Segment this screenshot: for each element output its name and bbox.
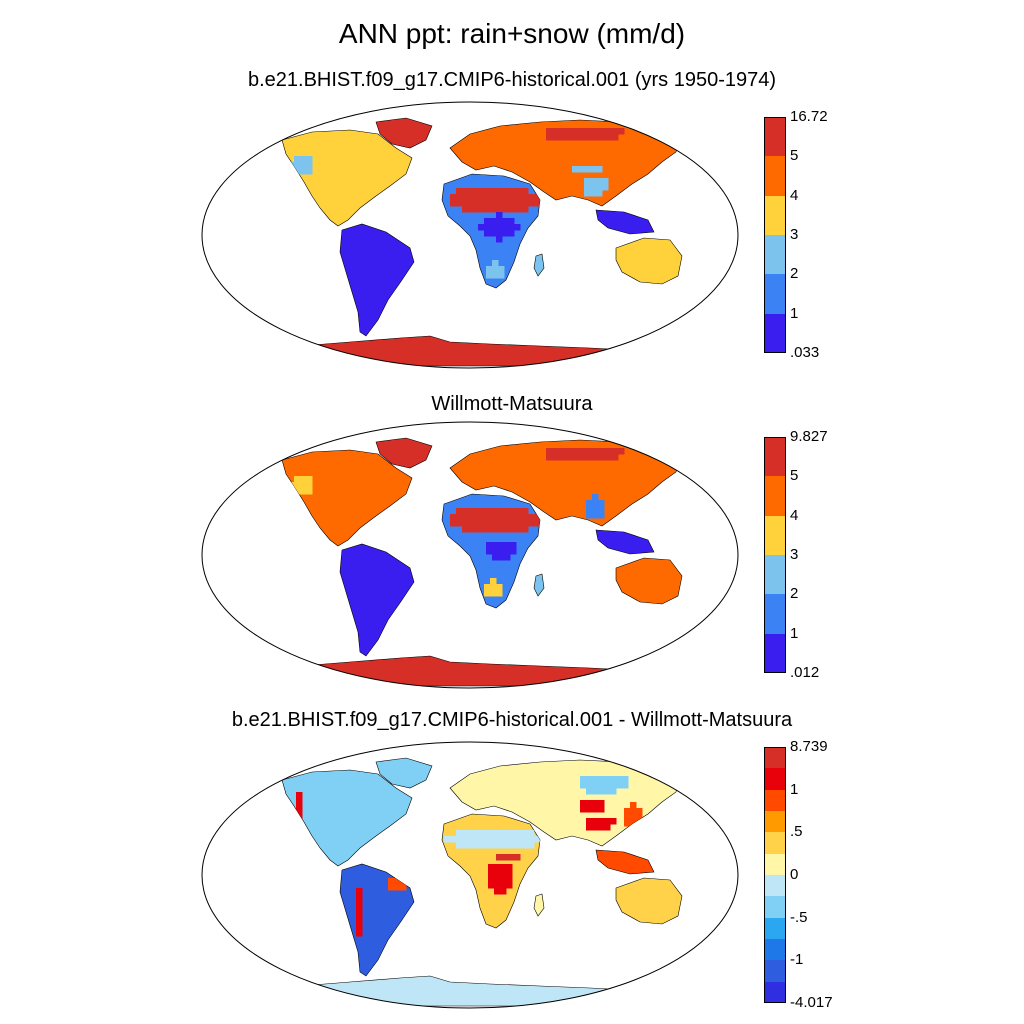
landmass-aus bbox=[615, 237, 683, 285]
colorbar-segment bbox=[764, 313, 786, 353]
landmass-sa bbox=[339, 863, 415, 977]
map-projection-outline bbox=[201, 101, 739, 369]
colorbar-label: 9.827 bbox=[790, 428, 828, 445]
colorbar-label: -.5 bbox=[790, 908, 808, 926]
map-projection-outline bbox=[201, 421, 739, 689]
main-title: ANN ppt: rain+snow (mm/d) bbox=[338, 18, 686, 49]
precip-pattern bbox=[296, 776, 643, 937]
colorbar-segment bbox=[764, 747, 786, 769]
colorbar-segment bbox=[764, 555, 786, 595]
colorbar-label: 2 bbox=[790, 265, 799, 283]
colorbar-segment bbox=[764, 832, 786, 854]
colorbar-label: 4 bbox=[790, 186, 799, 204]
landmass-madagascar bbox=[533, 573, 545, 597]
colorbar-label: 1 bbox=[790, 780, 799, 798]
landmass-greenland bbox=[375, 437, 433, 469]
colorbar-segment bbox=[764, 437, 786, 477]
landmass-antarctica bbox=[239, 335, 709, 367]
colorbar-label: .033 bbox=[790, 344, 820, 361]
landmass-indo bbox=[595, 209, 655, 235]
colorbar-segment bbox=[764, 633, 786, 673]
colorbar-diff: 8.739 1 .5 0 -.5 -1 -4.017 bbox=[764, 739, 844, 1011]
colorbar-label: 16.72 bbox=[790, 108, 828, 125]
landmass-aus bbox=[615, 877, 683, 925]
landmass-madagascar bbox=[533, 893, 545, 917]
colorbar-segment bbox=[764, 476, 786, 516]
landmass-eurasia bbox=[449, 119, 681, 207]
colorbar-label: -4.017 bbox=[790, 994, 833, 1011]
landmass-madagascar bbox=[533, 253, 545, 277]
landmass-indo bbox=[595, 529, 655, 555]
colorbar-segment bbox=[764, 768, 786, 790]
landmass-na bbox=[281, 129, 413, 227]
colorbar-label: 4 bbox=[790, 506, 799, 524]
panel-title-diff: b.e21.BHIST.f09_g17.CMIP6-historical.001… bbox=[231, 709, 793, 731]
landmass-indo bbox=[595, 849, 655, 875]
colorbar-segment bbox=[764, 960, 786, 982]
colorbar-label: 0 bbox=[790, 866, 799, 883]
colorbar-label: 2 bbox=[790, 585, 799, 603]
colorbar-label: .5 bbox=[790, 823, 803, 841]
precip-pattern bbox=[288, 128, 625, 279]
colorbar-segment bbox=[764, 274, 786, 314]
colorbar-obs: 9.827 5 4 3 2 1 .012 bbox=[764, 429, 844, 681]
panel-title-obs: Willmott-Matsuura bbox=[431, 393, 593, 415]
colorbar-segment bbox=[764, 896, 786, 918]
landmass-greenland bbox=[375, 757, 433, 789]
landmass-antarctica bbox=[239, 975, 709, 1007]
landmass-sa bbox=[339, 223, 415, 337]
landmass-eurasia bbox=[449, 439, 681, 527]
colorbar-label: 5 bbox=[790, 147, 799, 165]
colorbar-segment bbox=[764, 195, 786, 235]
colorbar-segment bbox=[764, 789, 786, 811]
precip-pattern bbox=[288, 448, 625, 597]
colorbar-segment bbox=[764, 156, 786, 196]
colorbar-segment bbox=[764, 853, 786, 875]
colorbar-label: 3 bbox=[790, 546, 799, 563]
colorbar-segment bbox=[764, 235, 786, 275]
map-projection-outline bbox=[201, 741, 739, 1009]
colorbar-segment bbox=[764, 117, 786, 157]
colorbar-label: 3 bbox=[790, 226, 799, 243]
colorbar-segment bbox=[764, 811, 786, 833]
colorbar-segment bbox=[764, 594, 786, 634]
landmass-greenland bbox=[375, 117, 433, 149]
colorbar-segment bbox=[764, 981, 786, 1003]
colorbar-label: 5 bbox=[790, 467, 799, 485]
world-map-obs bbox=[201, 421, 739, 689]
colorbar-segment bbox=[764, 515, 786, 555]
colorbar-label: .012 bbox=[790, 664, 820, 681]
colorbar-segment bbox=[764, 917, 786, 939]
landmass-aus bbox=[615, 557, 683, 605]
landmass-na bbox=[281, 449, 413, 547]
world-map-diff bbox=[201, 741, 739, 1009]
landmass-antarctica bbox=[239, 655, 709, 687]
colorbar-label: -1 bbox=[790, 951, 804, 969]
panel-title-model: b.e21.BHIST.f09_g17.CMIP6-historical.001… bbox=[247, 69, 777, 91]
colorbar-label: 8.739 bbox=[790, 738, 828, 755]
colorbar-segment bbox=[764, 875, 786, 897]
colorbar-segment bbox=[764, 939, 786, 961]
colorbar-label: 1 bbox=[790, 304, 799, 322]
landmass-na bbox=[281, 769, 413, 867]
world-map-model bbox=[201, 101, 739, 369]
colorbar-model: 16.72 5 4 3 2 1 .033 bbox=[764, 109, 844, 361]
colorbar-label: 1 bbox=[790, 624, 799, 642]
